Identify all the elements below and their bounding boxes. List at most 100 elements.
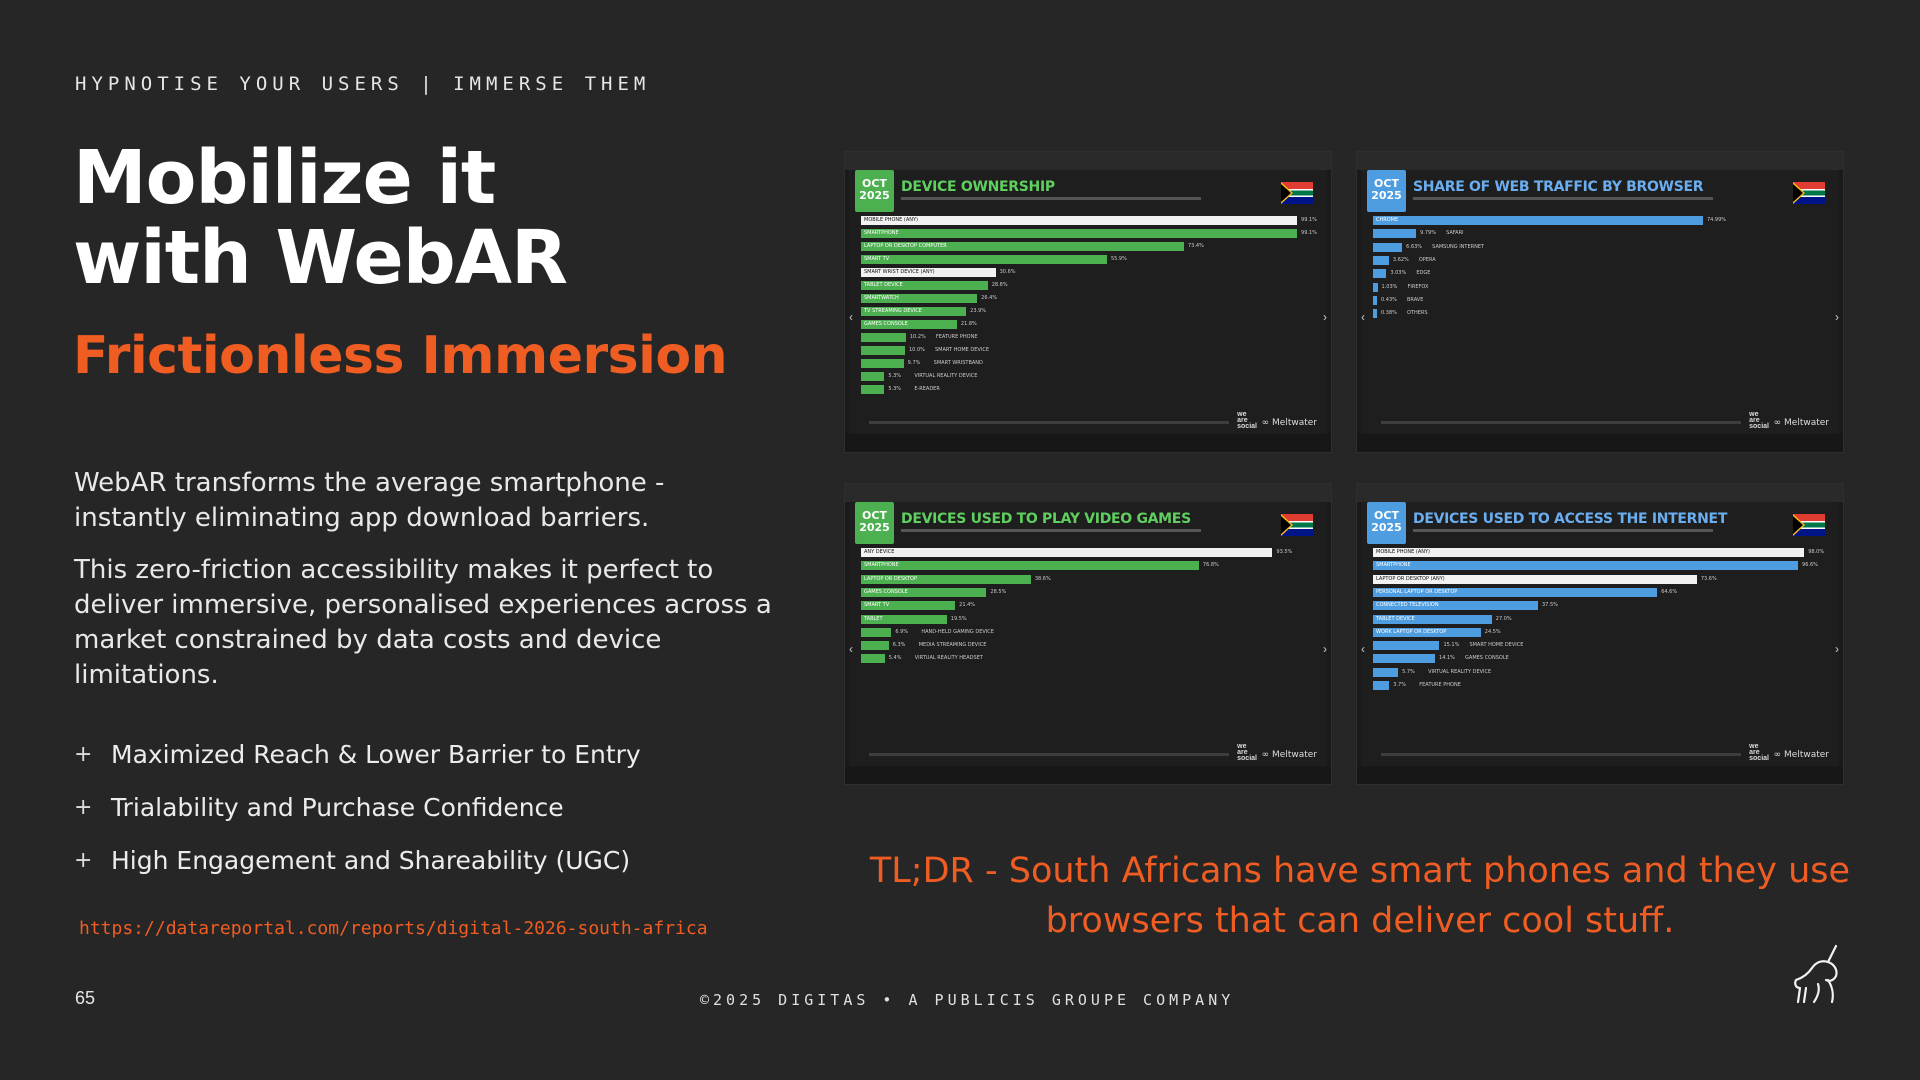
chart-bar-label: SMARTPHONE <box>864 562 899 569</box>
thumbnail-video-game-devices: OCT 2025 DEVICES USED TO PLAY VIDEO GAME… <box>844 483 1332 785</box>
chart-bar-label: MOBILE PHONE (ANY) <box>1376 549 1431 555</box>
chart-bar-value: 0.38% <box>1381 310 1397 317</box>
chart-bar-row: 5.3% E-READER <box>861 385 1301 394</box>
chevron-right-icon[interactable]: › <box>1323 310 1327 324</box>
chart-bar-row: 6.3% MEDIA STREAMING DEVICE <box>861 641 1301 651</box>
chart-bar-value: 5.3% <box>888 373 902 379</box>
chart-bar-row: TABLET DEVICE 28.8% <box>861 281 1301 290</box>
chart-bar: WORK LAPTOP OR DESKTOP <box>1373 627 1481 637</box>
thumbnail-title: SHARE OF WEB TRAFFIC BY BROWSER <box>1413 179 1704 195</box>
chart-bar-value: 3.62% <box>1392 256 1409 263</box>
chart-bar-label: VIRTUAL REALITY DEVICE <box>1428 668 1492 675</box>
chevron-right-icon[interactable]: › <box>1835 642 1839 656</box>
chart-bar-label: FIREFOX <box>1407 283 1429 290</box>
chart-bar-label: LAPTOP OR DESKTOP <box>864 575 918 582</box>
chart-bar-value: 5.3% <box>888 386 902 392</box>
tldr-callout: TL;DR - South Africans have smart phones… <box>869 851 1851 941</box>
brand-logo: ∞ Meltwater <box>1261 418 1317 428</box>
chevron-right-icon[interactable]: › <box>1323 642 1327 656</box>
brand-logo: ∞ Meltwater <box>1261 750 1317 760</box>
chart-bar: CONNECTED TELEVISION <box>1373 601 1538 611</box>
benefit-item: + High Engagement and Shareability (UGC) <box>74 834 641 887</box>
chart-bar <box>1373 667 1399 677</box>
chart-bar-label: SMART WRIST DEVICE (ANY) <box>864 269 935 275</box>
chart-bar <box>861 641 889 651</box>
chart-bar-row: ANY DEVICE 93.5% <box>861 548 1301 557</box>
chart-bar-row: 5.3% VIRTUAL REALITY DEVICE <box>861 372 1301 381</box>
chart-bar-value: 73.4% <box>1187 243 1204 249</box>
thumbnail-topbar <box>1357 152 1843 170</box>
chart-bar <box>861 359 904 368</box>
chart-bar-label: TV STREAMING DEVICE <box>864 308 922 314</box>
chevron-left-icon[interactable]: ‹ <box>1361 310 1365 324</box>
thumbnail-bottombar <box>1357 766 1843 784</box>
chart-bar: SMART TV <box>861 601 956 611</box>
chart-bar-row: 3.7% FEATURE PHONE <box>1373 681 1813 690</box>
chart-bar-row: SMARTPHONE 76.8% <box>861 561 1301 571</box>
chart-bar-value: 9.79% <box>1420 230 1436 237</box>
thumbnail-slide: OCT 2025 DEVICE OWNERSHIP MOBILE PHONE (… <box>849 170 1327 434</box>
benefit-item: + Maximized Reach & Lower Barrier to Entr… <box>74 728 641 781</box>
benefit-text: Maximized Reach & Lower Barrier to Entry <box>111 740 641 769</box>
chart-bar-row: LAPTOP OR DESKTOP 38.6% <box>861 574 1301 584</box>
eyebrow-text: HYPNOTISE YOUR USERS | IMMERSE THEM <box>75 73 651 95</box>
date-badge: OCT 2025 <box>855 502 894 544</box>
chart-bar: SMART WRIST DEVICE (ANY) <box>861 268 996 277</box>
chart-bar-label: ANY DEVICE <box>864 549 895 555</box>
chart-bar-row: SMARTWATCH 26.4% <box>861 294 1301 303</box>
chart-bar-row: TABLET 19.5% <box>861 614 1301 624</box>
thumbnail-slide: OCT 2025 DEVICES USED TO ACCESS THE INTE… <box>1361 502 1839 766</box>
plus-icon: + <box>74 742 93 767</box>
chart-bar-row: LAPTOP OR DESKTOP COMPUTER 73.4% <box>861 242 1301 251</box>
chart-bar-label: VIRTUAL REALITY DEVICE <box>914 373 978 379</box>
brand-name: Meltwater <box>1272 418 1317 428</box>
south-africa-flag-icon <box>1281 514 1313 536</box>
chart-bar <box>1373 309 1377 319</box>
date-badge: OCT 2025 <box>855 170 894 212</box>
chart-bar-row: SMARTPHONE 96.6% <box>1373 561 1818 571</box>
chart-bar-label: CHROME <box>1376 217 1399 223</box>
chart-bar-label: TABLET DEVICE <box>864 282 903 288</box>
chart-bar-row: PERSONAL LAPTOP OR DESKTOP 64.6% <box>1373 587 1813 597</box>
south-africa-flag-icon <box>1281 182 1313 204</box>
chart-bar-label: PERSONAL LAPTOP OR DESKTOP <box>1376 588 1458 595</box>
chart-bar-label: VIRTUAL REALITY HEADSET <box>914 655 983 662</box>
thumbnail-title: DEVICE OWNERSHIP <box>901 179 1055 195</box>
chart-bar-row: 0.38% OTHERS <box>1373 309 1813 319</box>
chart-bar: MOBILE PHONE (ANY) <box>1373 548 1805 557</box>
chart-bar <box>1373 282 1378 292</box>
chart-bar-label: SAFARI <box>1446 230 1464 237</box>
chevron-left-icon[interactable]: ‹ <box>849 310 853 324</box>
slide-title: Mobilize it with WebAR <box>73 138 568 301</box>
chart-bar-value: 6.63% <box>1406 243 1423 250</box>
source-note-line <box>1381 421 1741 424</box>
chart-bar-label: GAMES CONSOLE <box>864 321 908 327</box>
chevron-right-icon[interactable]: › <box>1835 310 1839 324</box>
chart-bar-row: SMART WRIST DEVICE (ANY) 30.6% <box>861 268 1301 277</box>
chart-bar-label: SMART TV <box>864 602 890 609</box>
chart-bar-row: TV STREAMING DEVICE 23.9% <box>861 307 1301 316</box>
chart-bar-value: 6.3% <box>892 642 906 649</box>
source-link[interactable]: https://datareportal.com/reports/digital… <box>79 918 708 939</box>
chart-bar-label: TABLET <box>864 615 883 622</box>
chart-bar-label: EDGE <box>1416 270 1431 277</box>
chart-bar-value: 37.5% <box>1542 602 1558 609</box>
chart-bar-label: SAMSUNG INTERNET <box>1432 243 1485 250</box>
chart-bar: TABLET DEVICE <box>1373 614 1492 624</box>
chart-bar: TV STREAMING DEVICE <box>861 307 967 316</box>
chart-bar-label: MEDIA STREAMING DEVICE <box>918 642 987 649</box>
date-badge: OCT 2025 <box>1367 170 1406 212</box>
thumbnail-subtitle-line <box>901 529 1201 532</box>
chevron-left-icon[interactable]: ‹ <box>849 642 853 656</box>
chart-bar-value: 93.5% <box>1276 549 1293 555</box>
chart-bar: SMARTPHONE <box>861 229 1298 238</box>
chart-bar-value: 21.8% <box>960 321 977 327</box>
chevron-left-icon[interactable]: ‹ <box>1361 642 1365 656</box>
title-line-2: with WebAR <box>73 215 568 301</box>
chart-bar-row: SMART TV 21.4% <box>861 601 1301 611</box>
chart-bar-value: 27.0% <box>1495 615 1512 622</box>
benefit-text: High Engagement and Shareability (UGC) <box>111 846 631 875</box>
chart-bar-label: GAMES CONSOLE <box>1465 655 1509 662</box>
chart-bar-row: 0.43% BRAVE <box>1373 295 1813 305</box>
chart-bar-label: OTHERS <box>1407 310 1428 317</box>
